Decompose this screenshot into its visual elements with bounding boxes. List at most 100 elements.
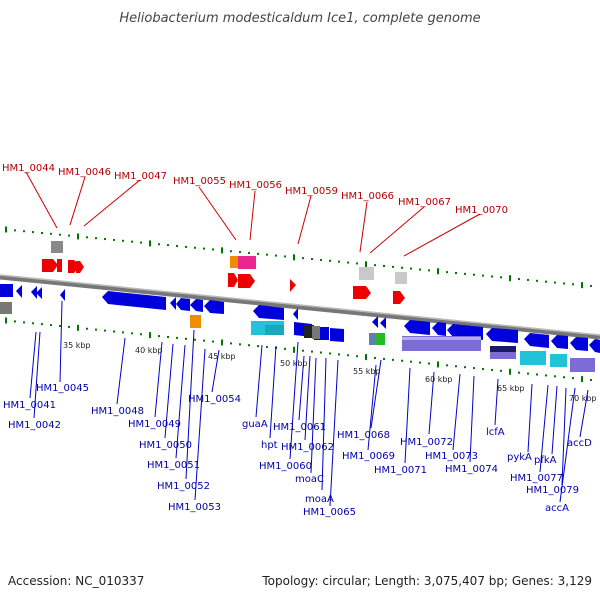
gene-rna[interactable]	[490, 352, 516, 359]
track-tick	[113, 238, 115, 241]
gene-orange[interactable]	[190, 315, 201, 328]
gene-magenta[interactable]	[238, 256, 256, 269]
gene-label[interactable]: HM1_0067	[398, 197, 451, 208]
gene-cyan[interactable]	[520, 351, 546, 365]
gene-label[interactable]: HM1_0069	[342, 451, 395, 462]
gene-label[interactable]: hpt	[261, 440, 278, 451]
gene-label[interactable]: HM1_0060	[259, 461, 312, 472]
gene-label[interactable]: guaA	[242, 419, 268, 430]
gene-label[interactable]: HM1_0053	[168, 502, 221, 513]
gene-reverse-arrow[interactable]	[432, 322, 446, 336]
gene-gray[interactable]	[312, 326, 320, 339]
gene-label[interactable]: accD	[567, 438, 592, 449]
gene-gray[interactable]	[369, 333, 375, 345]
gene-forward-arrow[interactable]	[57, 259, 62, 272]
gene-label[interactable]: pfkA	[534, 455, 557, 466]
gene-label[interactable]: HM1_0048	[91, 406, 144, 417]
gene-label[interactable]: HM1_0056	[229, 180, 282, 191]
gene-label[interactable]: HM1_0077	[510, 473, 563, 484]
gene-label[interactable]: moaA	[305, 494, 334, 505]
gene-label[interactable]: HM1_0062	[281, 442, 334, 453]
gene-reverse-arrow[interactable]	[570, 337, 588, 351]
track-tick	[464, 366, 466, 369]
gene-light-gray[interactable]	[359, 267, 374, 280]
gene-label[interactable]: HM1_0059	[285, 186, 338, 197]
gene-reverse-arrow[interactable]	[486, 328, 518, 343]
gene-reverse-arrow[interactable]	[589, 339, 600, 353]
gene-label[interactable]: HM1_0045	[36, 383, 89, 394]
track-tick	[77, 233, 79, 240]
gene-rna[interactable]	[570, 358, 595, 372]
gene-label[interactable]: pykA	[507, 452, 532, 463]
gene-forward-arrow[interactable]	[238, 274, 255, 288]
gene-reverse-arrow[interactable]	[16, 285, 22, 298]
gene-label[interactable]: HM1_0072	[400, 437, 453, 448]
track-tick	[14, 320, 16, 323]
gene-reverse-arrow[interactable]	[36, 287, 42, 299]
kbp-label: 55 kbp	[353, 367, 381, 376]
gene-label[interactable]: HM1_0065	[303, 507, 356, 518]
gene-label[interactable]: HM1_0079	[526, 485, 579, 496]
track-tick	[302, 257, 304, 260]
gene-label[interactable]: HM1_0071	[374, 465, 427, 476]
gene-reverse-arrow[interactable]	[190, 299, 203, 312]
gene-reverse-arrow[interactable]	[60, 289, 65, 301]
gene-label[interactable]: HM1_0055	[173, 176, 226, 187]
gene-label[interactable]: HM1_0073	[425, 451, 478, 462]
gene-reverse-arrow[interactable]	[0, 284, 13, 297]
gene-reverse-arrow[interactable]	[176, 298, 190, 311]
gene-label[interactable]: HM1_0046	[58, 167, 111, 178]
track-tick	[590, 378, 592, 381]
gene-label[interactable]: HM1_0047	[114, 171, 167, 182]
gene-reverse-arrow[interactable]	[31, 286, 37, 299]
gene-label[interactable]: HM1_0049	[128, 419, 181, 430]
gene-dark[interactable]	[304, 325, 314, 338]
gene-reverse-arrow[interactable]	[102, 291, 166, 310]
track-tick	[41, 231, 43, 234]
gene-forward-arrow[interactable]	[42, 259, 58, 272]
gene-label[interactable]: HM1_0042	[8, 420, 61, 431]
gene-orange[interactable]	[230, 256, 238, 268]
gene-label[interactable]: HM1_0044	[2, 163, 55, 174]
gene-label[interactable]: accA	[545, 503, 569, 514]
gene-reverse-arrow[interactable]	[293, 308, 298, 320]
gene-cyan[interactable]	[550, 354, 567, 367]
gene-forward-arrow[interactable]	[76, 261, 84, 273]
gene-cyan[interactable]	[265, 325, 284, 335]
gene-label[interactable]: HM1_0052	[157, 481, 210, 492]
gene-gray[interactable]	[0, 302, 12, 314]
gene-reverse-arrow[interactable]	[551, 335, 568, 349]
gene-reverse-arrow[interactable]	[204, 300, 224, 314]
gene-label[interactable]: HM1_0074	[445, 464, 498, 475]
gene-reverse-arrow[interactable]	[253, 305, 284, 320]
gene-light-gray[interactable]	[395, 272, 407, 284]
gene-label[interactable]: HM1_0054	[188, 394, 241, 405]
gene-label[interactable]: HM1_0061	[273, 422, 326, 433]
gene-label[interactable]: HM1_0041	[3, 400, 56, 411]
gene-label[interactable]: HM1_0051	[147, 460, 200, 471]
gene-reverse-arrow[interactable]	[330, 328, 344, 342]
gene-reverse-arrow[interactable]	[372, 316, 378, 328]
gene-label[interactable]: HM1_0070	[455, 205, 508, 216]
gene-label[interactable]: lcfA	[486, 427, 505, 438]
track-tick	[455, 365, 457, 368]
gene-forward-arrow[interactable]	[228, 273, 238, 287]
gene-reverse-arrow[interactable]	[170, 297, 176, 310]
gene-label[interactable]: HM1_0050	[139, 440, 192, 451]
reverse-genes	[0, 284, 600, 372]
track-tick	[545, 374, 547, 377]
track-tick	[167, 335, 169, 338]
gene-forward-arrow[interactable]	[393, 291, 405, 304]
gene-gray[interactable]	[51, 241, 63, 253]
gene-label[interactable]: HM1_0066	[341, 191, 394, 202]
gene-forward-arrow[interactable]	[290, 279, 296, 292]
gene-label[interactable]: HM1_0068	[337, 430, 390, 441]
track-tick	[536, 373, 538, 376]
gene-reverse-arrow[interactable]	[404, 320, 430, 335]
gene-reverse-arrow[interactable]	[524, 333, 549, 348]
gene-label[interactable]: moaC	[295, 474, 324, 485]
gene-forward-arrow[interactable]	[353, 286, 371, 299]
gene-reverse-arrow[interactable]	[380, 317, 386, 329]
kbp-scale: 35 kbp 40 kbp 45 kbp 50 kbp 55 kbp 60 kb…	[63, 341, 597, 403]
